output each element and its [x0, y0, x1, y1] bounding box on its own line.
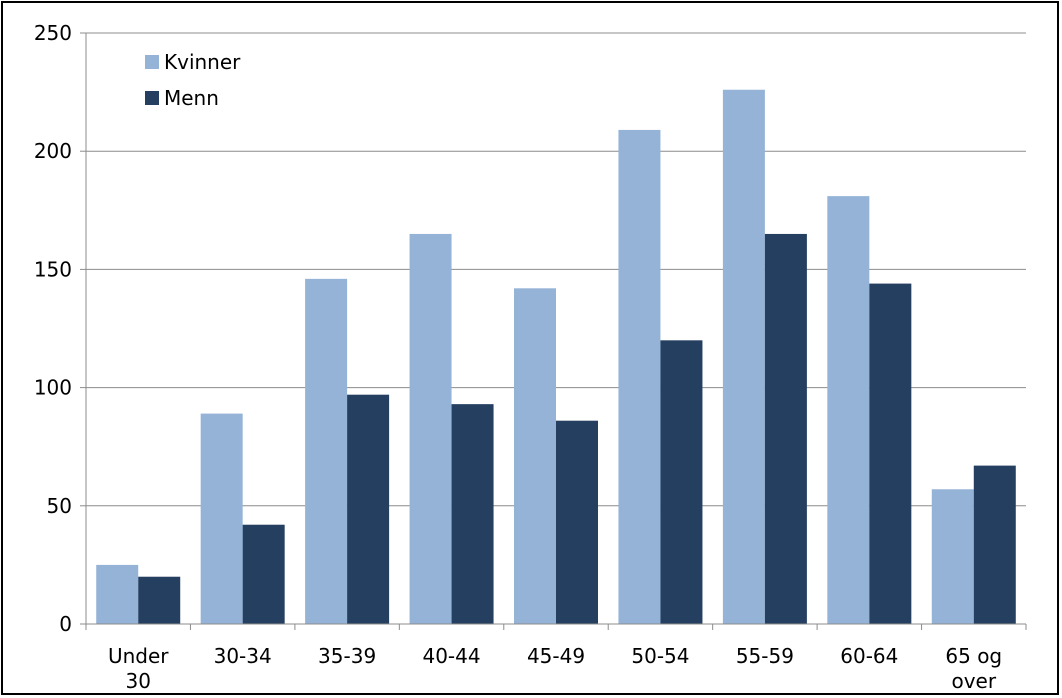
y-tick-label: 50 [47, 494, 72, 518]
legend: Kvinner Menn [145, 50, 241, 110]
x-tick-labels: Under 30 30-34 35-39 40-44 45-49 50-54 55-59 60-… [108, 644, 1002, 693]
bars [96, 89, 1016, 624]
bar-menn-5 [660, 340, 703, 624]
y-tick-label: 150 [34, 257, 72, 281]
x-tick-label: Under 30 [108, 644, 169, 693]
x-tick-label: 65 og over [945, 644, 1002, 693]
bar-kvinner-4 [514, 288, 556, 624]
legend-label-kvinner: Kvinner [164, 50, 241, 74]
bar-kvinner-6 [722, 89, 765, 624]
y-tick-label: 100 [34, 376, 72, 400]
legend-swatch-kvinner [145, 55, 159, 69]
x-tick-label: 35-39 [318, 644, 376, 668]
bar-kvinner-2 [305, 278, 348, 624]
bar-kvinner-1 [200, 413, 243, 624]
bar-menn-3 [451, 404, 494, 624]
bar-kvinner-5 [618, 129, 661, 624]
bar-menn-7 [869, 283, 912, 624]
y-tick-labels: 0 50 100 150 200 250 [34, 21, 86, 636]
bar-kvinner-7 [827, 196, 870, 624]
bar-menn-4 [556, 420, 598, 624]
bar-kvinner-8 [931, 489, 974, 624]
y-tick-label: 250 [34, 21, 72, 45]
bar-menn-8 [973, 465, 1016, 624]
y-tick-label: 200 [34, 139, 72, 163]
bar-kvinner-0 [96, 564, 139, 624]
bar-menn-0 [138, 576, 181, 624]
bar-menn-6 [764, 233, 807, 624]
legend-swatch-menn [145, 91, 159, 105]
x-tick-label: 60-64 [840, 644, 898, 668]
bar-menn-2 [347, 394, 390, 624]
legend-label-menn: Menn [164, 86, 219, 110]
x-tick-label: 50-54 [631, 644, 689, 668]
y-tick-label: 0 [59, 612, 72, 636]
x-tick-label: 55-59 [736, 644, 794, 668]
bar-kvinner-3 [409, 233, 452, 624]
bar-menn-1 [242, 524, 285, 624]
x-tick-label: 40-44 [422, 644, 480, 668]
axes [85, 33, 1027, 630]
x-tick-label: 30-34 [214, 644, 272, 668]
x-tick-label: 45-49 [527, 644, 585, 668]
